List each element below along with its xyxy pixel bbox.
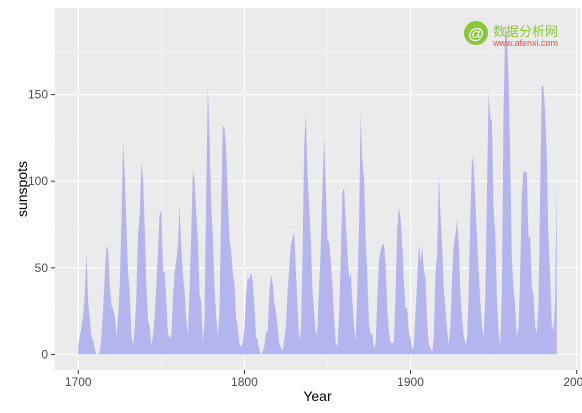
watermark: @ 数据分析网 www.afenxi.com — [464, 21, 558, 48]
major-gridlines — [55, 8, 580, 370]
y-axis-ticks: 0 50 100 150 — [28, 88, 55, 361]
sunspots-area-series — [78, 24, 557, 355]
x-axis-ticks: 1700 1800 1900 2000 — [65, 370, 582, 389]
y-axis-title: sunspots — [14, 161, 30, 217]
x-axis-title: Year — [303, 388, 332, 404]
y-tick-label: 0 — [41, 347, 48, 361]
y-tick-label: 100 — [28, 174, 48, 188]
watermark-chinese-name: 数据分析网 — [493, 25, 558, 40]
y-tick-label: 50 — [35, 261, 49, 275]
x-tick-label: 2000 — [563, 375, 582, 389]
x-tick-label: 1800 — [231, 375, 258, 389]
x-tick-label: 1700 — [65, 375, 92, 389]
x-tick-label: 1900 — [397, 375, 424, 389]
at-sign-logo-icon — [464, 21, 488, 45]
watermark-url: www.afenxi.com — [492, 38, 558, 48]
y-tick-label: 150 — [28, 88, 48, 102]
at-sign-glyph: @ — [468, 26, 484, 43]
